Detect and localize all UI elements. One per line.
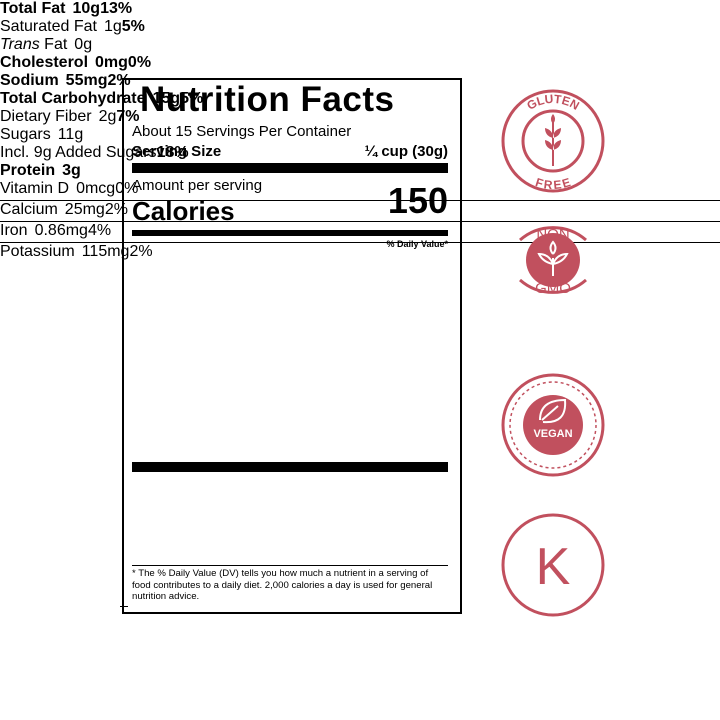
servings: About 15 Servings Per Container xyxy=(132,123,352,140)
label-border xyxy=(122,78,462,614)
nutrient-dv: 5% xyxy=(180,90,204,107)
badges: GLUTEN FREE NON GMO VEGAN K xyxy=(501,89,605,617)
serving-size-label: Serving Size xyxy=(132,143,222,160)
nutrient-amount: 1g xyxy=(103,18,122,35)
vitamin-dv: 4% xyxy=(87,222,112,239)
non-text: NON xyxy=(536,226,569,243)
nutrient-dv: 2% xyxy=(107,72,131,89)
nutrient-name: Protein 3g xyxy=(0,162,81,179)
vitamin-dv: 2% xyxy=(129,243,153,260)
kosher-text: K xyxy=(536,538,571,596)
nutrient-row: Sugars 11g xyxy=(0,126,720,144)
serving-size: ¼ cup (30g) xyxy=(364,143,448,160)
nutrient-amount: 15g xyxy=(152,90,181,107)
vitamin-name: Calcium 25mg xyxy=(0,201,105,218)
nutrient-italic: Trans xyxy=(0,36,40,53)
nutrient-amount: 11g xyxy=(57,126,84,143)
vitamin-row: Iron 0.86mg4% xyxy=(0,221,720,242)
gluten-free-inner xyxy=(521,109,585,173)
vitamin-amount: 25mg xyxy=(64,201,105,218)
nutrient-name: Total Carbohydrate 15g xyxy=(0,90,181,107)
thick-rule xyxy=(132,462,448,472)
vitamin-name: Potassium 115mg xyxy=(0,243,130,260)
free-text: FREE xyxy=(534,175,572,192)
vitamin-name: Iron 0.86mg xyxy=(0,222,88,239)
nutrient-row: Cholesterol 0mg0% xyxy=(0,54,720,72)
vitamin-row: Calcium 25mg2% xyxy=(0,200,720,221)
nutrient-amount: 2g xyxy=(98,108,117,125)
nutrient-name: Incl. 9g Added Sugars xyxy=(0,144,157,161)
nutrient-dv: 5% xyxy=(121,18,145,35)
calories: 150 xyxy=(387,180,448,221)
vitamin-amount: 115mg xyxy=(81,243,130,260)
amount-per-serving: Amount per serving xyxy=(132,177,263,194)
nutrient-name: Dietary Fiber 2g xyxy=(0,108,117,125)
vitamin-dv: 0% xyxy=(115,180,139,197)
nutrient-name: Sugars 11g xyxy=(0,126,84,143)
medium-rule xyxy=(132,230,448,236)
nutrient-row: Trans Fat 0g xyxy=(0,36,720,54)
vitamin-amount: 0.86mg xyxy=(34,222,88,239)
non-gmo-ring xyxy=(519,226,587,294)
wheat-icon xyxy=(545,114,561,166)
nutrient-amount: 55mg xyxy=(65,72,108,89)
nutrient-row: Saturated Fat 1g5% xyxy=(0,18,720,36)
vitamin-row: Potassium 115mg2% xyxy=(0,242,720,267)
sprout-icon xyxy=(537,240,569,276)
vitamin-row: Vitamin D 0mcg0% xyxy=(0,180,720,200)
gluten-text: GLUTEN xyxy=(524,92,581,113)
nutrient-row: Total Carbohydrate 15g5% xyxy=(0,90,720,108)
vegan-dash xyxy=(509,381,597,469)
nutrient-name: Sodium 55mg xyxy=(0,72,108,89)
title: Nutrition Facts xyxy=(140,80,395,119)
nutrient-name: Total Fat 10g xyxy=(0,0,101,17)
nutrient-amount: 10g xyxy=(72,0,101,17)
vegan-ring xyxy=(501,373,605,477)
leaf-icon xyxy=(539,398,567,424)
nutrient-amount: 0mg xyxy=(95,54,128,71)
gluten-top: GLUTEN xyxy=(524,92,581,113)
vitamin-amount: 0mcg xyxy=(76,180,116,197)
nutrient-name-rest: Fat xyxy=(44,36,68,53)
vegan-inner xyxy=(523,395,583,455)
nutrient-dv: 0% xyxy=(127,54,152,71)
nutrient-row: Protein 3g xyxy=(0,162,720,180)
nutrient-name: Cholesterol 0mg xyxy=(0,54,128,71)
gluten-bottom: FREE xyxy=(534,175,572,192)
nutrient-amount: 0g xyxy=(74,36,93,53)
nutrient-name: Trans Fat 0g xyxy=(0,36,92,53)
thick-rule xyxy=(132,163,448,173)
dv-header: % Daily Value* xyxy=(386,239,448,249)
nutrient-row: Incl. 9g Added Sugars18% xyxy=(0,144,720,162)
gluten-free-ring xyxy=(501,89,605,193)
nutrient-amount: 3g xyxy=(62,162,81,179)
footnote: * The % Daily Value (DV) tells you how m… xyxy=(132,565,448,603)
vitamin-name: Vitamin D 0mcg xyxy=(0,180,116,197)
nutrient-dv: 18% xyxy=(156,144,189,161)
nutrient-row: Sodium 55mg2% xyxy=(0,72,720,90)
nutrient-row: Total Fat 10g13% xyxy=(0,0,720,18)
calories-label: Calories xyxy=(132,196,235,226)
vegan-text: VEGAN xyxy=(533,428,572,440)
nutrient-name: Saturated Fat 1g xyxy=(0,18,122,35)
kosher-ring xyxy=(501,513,605,617)
gmo-text: GMO xyxy=(535,280,571,297)
nutrient-dv: 13% xyxy=(100,0,133,17)
tick xyxy=(120,606,128,607)
